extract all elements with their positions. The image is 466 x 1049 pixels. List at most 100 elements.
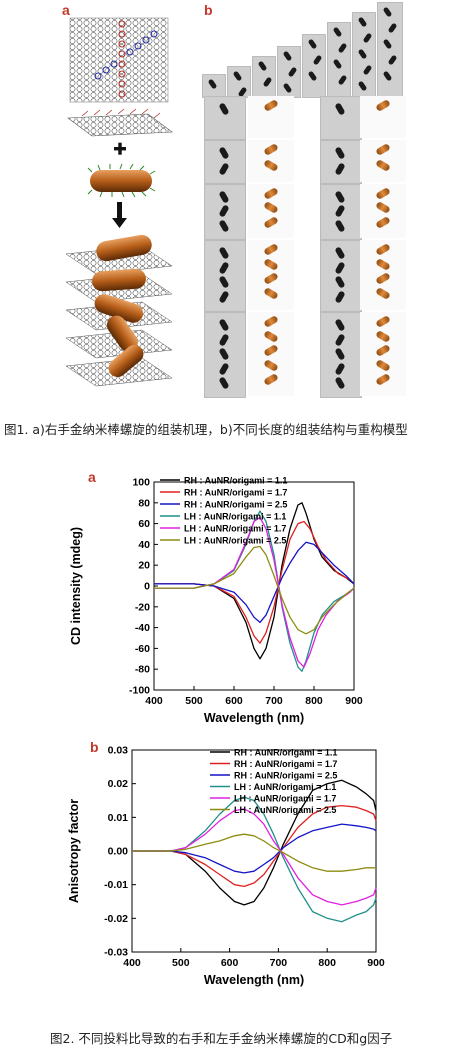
origami-side-view	[67, 108, 173, 137]
nanorod	[263, 142, 279, 157]
reconstruction-model	[360, 96, 406, 138]
nanorod	[332, 26, 343, 38]
reconstruction-model	[360, 240, 406, 310]
nanorod	[263, 186, 279, 201]
tem-image	[320, 184, 362, 240]
nanorod	[218, 376, 230, 391]
nanorod	[334, 376, 346, 391]
nanorod	[218, 347, 230, 361]
nanorod	[334, 161, 346, 176]
figure2-caption: 图2. 不同投料比导致的右手和左手金纳米棒螺旋的CD和g因子	[50, 1031, 393, 1046]
series-line	[132, 833, 376, 872]
nanorod	[307, 38, 318, 50]
legend-entry: LH : AuNR/origami = 1.7	[184, 524, 286, 534]
y-tick-label: -100	[129, 685, 150, 697]
nanorod	[263, 158, 279, 172]
legend-entry: RH : AuNR/origami = 1.1	[234, 748, 337, 758]
nanorod	[218, 190, 230, 204]
panel-label: a	[88, 470, 96, 485]
nanorod	[362, 64, 373, 76]
y-tick-label: 20	[138, 560, 150, 572]
nanorod	[218, 146, 230, 160]
nanorod	[334, 290, 346, 304]
nanorod	[382, 38, 393, 50]
nanorod	[357, 48, 368, 60]
nanorod	[337, 42, 348, 54]
nanorod	[282, 82, 293, 94]
reconstruction-model	[248, 96, 294, 138]
legend-entry: RH : AuNR/origami = 1.7	[234, 759, 337, 769]
x-tick-label: 800	[318, 957, 336, 969]
nanorod	[218, 332, 230, 347]
nanorod	[263, 215, 279, 229]
arrow-down-icon	[112, 202, 127, 228]
legend-entry: RH : AuNR/origami = 1.1	[184, 476, 287, 486]
capture-strand-blue	[94, 30, 158, 80]
figure1-panel-b-label: b	[204, 2, 213, 18]
nanorod	[375, 287, 391, 301]
reconstruction-model	[248, 312, 294, 396]
nanorod	[375, 242, 391, 257]
nanorod	[375, 215, 391, 229]
nanorod	[375, 158, 391, 172]
nanorod	[218, 318, 230, 332]
tem-image	[320, 96, 362, 140]
legend-entry: RH : AuNR/origami = 1.7	[184, 488, 287, 498]
y-axis-label: Anisotropy factor	[67, 799, 81, 903]
nanorod	[263, 373, 279, 387]
nanorod	[232, 70, 243, 82]
nanorod	[382, 70, 393, 82]
nanorod	[334, 146, 346, 160]
y-tick-label: 80	[138, 497, 150, 509]
x-tick-label: 900	[367, 957, 385, 969]
nanorod	[257, 60, 268, 72]
series-line	[132, 808, 377, 906]
series-line	[132, 779, 377, 906]
tem-image	[302, 34, 326, 98]
panel-label: b	[90, 739, 99, 755]
y-tick-label: 0.01	[108, 812, 129, 824]
nanorod	[334, 318, 346, 332]
x-tick-label: 500	[185, 695, 203, 707]
nanorod	[375, 186, 391, 201]
nanorod	[334, 362, 346, 376]
helix-stack	[65, 234, 173, 387]
nanorod	[334, 204, 346, 218]
nanorod	[262, 76, 273, 88]
tem-image	[320, 312, 362, 398]
nanorod	[362, 32, 373, 44]
x-tick-label: 400	[145, 695, 163, 707]
y-tick-label: 0.02	[108, 778, 129, 790]
capture-strand-red	[118, 20, 126, 98]
nanorod	[263, 329, 279, 343]
nanorod	[218, 290, 230, 304]
nanorod	[218, 102, 230, 116]
nanorod	[334, 190, 346, 204]
nanorod	[334, 218, 346, 233]
nanorod	[218, 204, 230, 218]
nanorod	[334, 102, 346, 116]
y-tick-label: 0.03	[108, 745, 129, 757]
nanorod	[357, 16, 368, 28]
tem-image	[204, 240, 246, 312]
nanorod	[334, 275, 346, 290]
y-tick-label: 40	[138, 539, 150, 551]
series-line	[132, 823, 377, 874]
y-tick-label: -20	[135, 601, 150, 613]
nanorod	[387, 22, 398, 34]
x-tick-label: 700	[265, 695, 283, 707]
nanorod	[307, 70, 318, 82]
series-line	[132, 796, 377, 923]
legend-entry: RH : AuNR/origami = 2.5	[234, 771, 337, 781]
y-tick-label: 60	[138, 518, 150, 530]
nanorod	[334, 347, 346, 361]
legend-entry: LH : AuNR/origami = 1.1	[234, 782, 336, 792]
y-tick-label: -80	[135, 664, 150, 676]
series-line	[154, 541, 355, 624]
tem-image	[204, 96, 246, 140]
assembly-schematic	[65, 17, 173, 387]
nanorod	[263, 272, 279, 286]
legend-entry: LH : AuNR/origami = 2.5	[234, 805, 336, 815]
nanorod	[263, 257, 279, 271]
x-tick-label: 900	[345, 695, 363, 707]
